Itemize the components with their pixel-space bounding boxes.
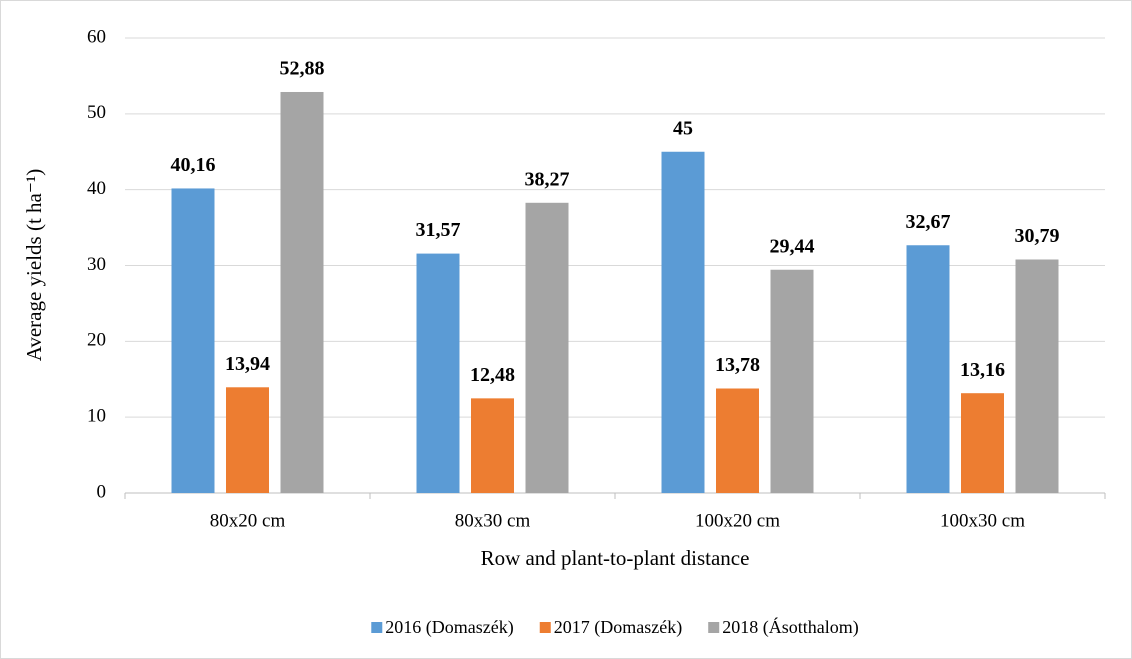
legend-label: 2016 (Domaszék) bbox=[385, 617, 513, 638]
legend-label: 2017 (Domaszék) bbox=[554, 617, 682, 638]
data-label: 13,16 bbox=[960, 359, 1005, 381]
data-label: 38,27 bbox=[525, 168, 570, 190]
legend-swatch bbox=[371, 622, 383, 633]
bar bbox=[906, 245, 950, 493]
x-tick-label: 100x20 cm bbox=[695, 510, 780, 531]
bar bbox=[416, 253, 460, 493]
x-tick-label: 100x30 cm bbox=[940, 510, 1025, 531]
bar bbox=[770, 269, 814, 493]
data-label: 52,88 bbox=[280, 58, 325, 80]
bar bbox=[525, 202, 569, 493]
bar bbox=[280, 91, 324, 493]
y-axis-title: Average yields (t ha⁻¹) bbox=[22, 169, 46, 362]
data-label: 32,67 bbox=[906, 211, 951, 233]
y-tick-label: 0 bbox=[97, 481, 107, 502]
bar bbox=[226, 387, 269, 493]
x-tick-label: 80x30 cm bbox=[455, 510, 531, 531]
bar bbox=[661, 151, 705, 493]
bar bbox=[171, 188, 215, 493]
y-tick-label: 20 bbox=[87, 330, 106, 351]
legend-swatch bbox=[708, 622, 720, 633]
bar bbox=[471, 398, 514, 493]
data-label: 31,57 bbox=[416, 219, 461, 241]
y-tick-label: 60 bbox=[87, 26, 106, 47]
legend-swatch bbox=[539, 622, 551, 633]
y-tick-label: 10 bbox=[87, 406, 106, 427]
x-axis-title: Row and plant-to-plant distance bbox=[481, 546, 750, 570]
data-label: 29,44 bbox=[770, 235, 815, 257]
data-label: 13,78 bbox=[715, 354, 760, 376]
bar bbox=[961, 393, 1004, 493]
data-label: 30,79 bbox=[1015, 225, 1060, 247]
data-label: 13,94 bbox=[225, 353, 270, 375]
y-tick-label: 50 bbox=[87, 102, 106, 123]
legend-label: 2018 (Ásotthalom) bbox=[722, 616, 859, 638]
y-tick-label: 30 bbox=[87, 254, 106, 275]
data-label: 40,16 bbox=[171, 154, 216, 176]
x-tick-label: 80x20 cm bbox=[210, 510, 286, 531]
bar bbox=[716, 388, 759, 493]
data-label: 45 bbox=[673, 117, 693, 139]
y-tick-label: 40 bbox=[87, 178, 106, 199]
data-label: 12,48 bbox=[470, 364, 515, 386]
bar bbox=[1015, 259, 1059, 493]
